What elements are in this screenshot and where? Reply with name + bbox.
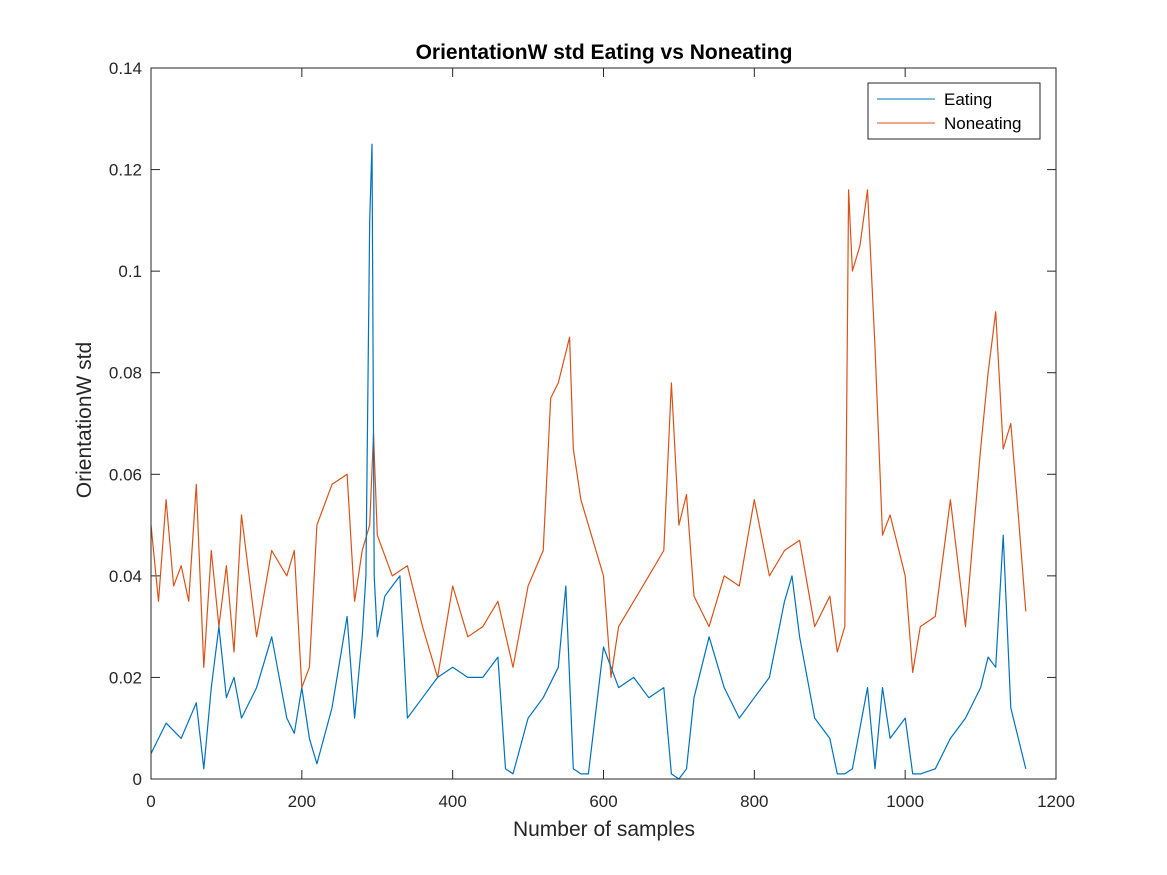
x-tick-label: 400 <box>438 792 466 811</box>
y-tick-label: 0.04 <box>109 567 142 586</box>
y-tick-label: 0.12 <box>109 161 142 180</box>
legend-label-eating: Eating <box>944 90 992 109</box>
y-tick-label: 0.08 <box>109 364 142 383</box>
x-tick-label: 0 <box>146 792 155 811</box>
series-lines <box>150 143 1027 780</box>
x-tick-label: 1200 <box>1037 792 1075 811</box>
y-axis-label: OrientationW std <box>73 342 96 498</box>
y-tick-label: 0 <box>133 770 142 789</box>
y-tick-label: 0.02 <box>109 668 142 687</box>
chart-title: OrientationW std Eating vs Noneating <box>416 41 793 64</box>
legend-box <box>867 82 1041 140</box>
x-tick-label: 800 <box>740 792 768 811</box>
y-axis-ticks: 0 0.02 0.04 0.06 0.08 0.1 0.12 0.14 <box>109 59 1056 789</box>
legend: Eating Noneating <box>867 82 1041 140</box>
plot-area <box>151 68 1056 779</box>
x-tick-label: 200 <box>288 792 316 811</box>
y-tick-label: 0.06 <box>109 465 142 484</box>
x-axis-label: Number of samples <box>513 818 695 841</box>
y-tick-label: 0.14 <box>109 59 142 78</box>
plot-frame <box>150 67 1057 780</box>
series-line-noneating <box>150 189 1027 689</box>
y-tick-label: 0.1 <box>118 262 142 281</box>
series-line-eating <box>150 143 1027 780</box>
x-tick-label: 600 <box>589 792 617 811</box>
x-axis-ticks: 0 200 400 600 800 1000 1200 <box>146 68 1075 811</box>
legend-label-noneating: Noneating <box>944 114 1022 133</box>
x-tick-label: 1000 <box>886 792 924 811</box>
